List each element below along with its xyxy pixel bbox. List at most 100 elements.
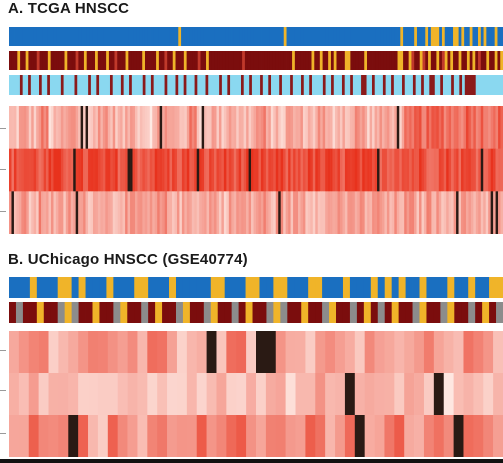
- panel-a-annotation-track-3-cell: [9, 75, 13, 95]
- panel-a-heatmap-cell: [433, 148, 437, 192]
- panel-b-heatmap-cell: [315, 415, 326, 457]
- panel-a-heatmap-cell: [357, 148, 361, 192]
- panel-a-annotation-track-3-cell: [418, 75, 422, 95]
- panel-a-annotation-track-1-cell: [450, 27, 454, 46]
- panel-a-heatmap-cell: [214, 106, 217, 149]
- panel-a-heatmap-cell: [369, 148, 373, 192]
- panel-a-annotation-track-1-cell: [347, 27, 351, 46]
- panel-a-annotation-track-2-cell: [222, 51, 226, 70]
- panel-a-heatmap-cell: [63, 106, 67, 149]
- panel-a-heatmap-cell: [302, 148, 306, 192]
- panel-a-heatmap-cell: [433, 106, 437, 149]
- panel-b-annotation-track-1-cell: [29, 277, 38, 298]
- panel-a-heatmap-cell: [152, 191, 156, 234]
- panel-b-annotation-track-1-cell: [391, 277, 400, 298]
- panel-a-heatmap-cell: [293, 106, 296, 149]
- panel-b-annotation-track-2-cell: [426, 302, 434, 323]
- panel-a-heatmap-cell: [426, 106, 430, 149]
- panel-b-heatmap-cell: [18, 415, 30, 457]
- panel-a-heatmap-cell: [409, 191, 412, 234]
- panel-a: A. TCGA HNSCC: [0, 0, 503, 234]
- panel-a-annotation-track-1-cell: [36, 27, 40, 46]
- panel-a-annotation-track-1-cell: [428, 27, 432, 46]
- panel-a-heatmap-cell: [332, 148, 336, 192]
- panel-a-heatmap-cell: [211, 191, 215, 234]
- panel-b-heatmap-cell: [28, 373, 39, 416]
- panel-a-annotation-track-1-cell: [491, 27, 496, 46]
- panel-a-heatmap-cell: [179, 106, 183, 149]
- panel-a-annotation-track-3-cell: [333, 75, 337, 95]
- panel-b-heatmap-cell: [196, 373, 207, 416]
- panel-a-annotation-track-3-cell: [77, 75, 81, 95]
- panel-a-heatmap-cell: [414, 148, 417, 192]
- panel-b-heatmap-cell: [354, 415, 365, 457]
- panel-a-heatmap-cell: [265, 106, 269, 149]
- panel-a-annotation-track-1-cell: [336, 27, 340, 46]
- panel-b-annotation-track-1-cell: [245, 277, 253, 298]
- panel-a-heatmap-cell: [100, 191, 104, 234]
- panel-a-heatmap-cell: [446, 191, 449, 234]
- panel-b-annotation-track-1-cell: [377, 277, 386, 298]
- panel-a-heatmap-cell: [68, 191, 72, 234]
- panel-a-heatmap-cell: [312, 148, 316, 192]
- panel-b-annotation-track-1-cell: [447, 277, 455, 298]
- panel-a-heatmap-cell: [243, 191, 247, 234]
- panel-b-annotation-track-2-cell: [356, 302, 365, 323]
- panel-a-heatmap-cell: [107, 191, 111, 234]
- panel-a-heatmap-cell: [181, 148, 185, 192]
- panel-b-heatmap-cell: [236, 331, 247, 374]
- panel-a-heatmap-cell: [248, 191, 252, 234]
- panel-a-heatmap-cell: [92, 148, 96, 192]
- panel-b-heatmap-cell: [38, 373, 49, 416]
- panel-a-annotation-track-2-cell: [256, 51, 260, 70]
- panel-b-annotation-track-1-cell: [266, 277, 274, 298]
- panel-a-heatmap-cell: [105, 106, 109, 149]
- panel-a-heatmap-cell: [342, 148, 346, 192]
- panel-a-annotation-track-2-cell: [416, 51, 421, 70]
- panel-b-annotation-track-1-cell: [92, 277, 100, 298]
- panel-a-annotation-track-2-cell: [322, 51, 326, 70]
- panel-a-heatmap-cell: [65, 106, 69, 149]
- panel-a-annotation-track-3-cell: [393, 75, 397, 95]
- panel-a-heatmap-cell: [293, 191, 296, 234]
- panel-a-annotation-track-2-cell: [142, 51, 146, 70]
- panel-a-annotation-track-2-cell: [355, 51, 360, 70]
- panel-a-heatmap-cell: [475, 148, 479, 192]
- panel-a-annotation-track-3-cell: [137, 75, 141, 95]
- panel-b-annotation-track-1-cell: [336, 277, 344, 298]
- panel-a-annotation-track-1-cell: [314, 27, 318, 46]
- panel-b-annotation-track-2-cell: [92, 302, 100, 323]
- panel-b-annotation-track-2-cell: [141, 302, 149, 323]
- panel-a-heatmap-cell: [379, 148, 383, 192]
- panel-a-heatmap-cell: [120, 191, 123, 234]
- panel-a-annotation-track-3-cell: [134, 75, 138, 95]
- panel-a-annotation-track-1-cell: [325, 27, 329, 46]
- panel-a-annotation-track-2-cell: [297, 51, 301, 70]
- panel-a-annotation-track-1-cell: [372, 27, 376, 46]
- panel-a-annotation-track-1-cell: [403, 27, 407, 46]
- panel-b-annotation-track-1-cell: [120, 277, 128, 298]
- panel-b-heatmap-cell: [216, 373, 227, 416]
- panel-a-annotation-track-3-cell: [189, 75, 193, 95]
- panel-b-annotation-track-1-cell: [461, 277, 469, 298]
- panel-b-heatmap-cell: [335, 373, 346, 416]
- panel-b-heatmap-cell: [127, 415, 138, 457]
- panel-a-annotation-track-3-cell: [63, 75, 67, 95]
- panel-a-annotation-track-3-cell: [131, 75, 135, 95]
- panel-b-row-tick-3: [0, 433, 6, 434]
- panel-b-annotation-track-2-cell: [342, 302, 351, 323]
- panel-a-heatmap-cell: [478, 191, 482, 234]
- panel-a-annotation-track-2-cell: [478, 51, 482, 70]
- panel-b-heatmap-cell: [295, 331, 306, 374]
- panel-a-heatmap-cell: [48, 106, 52, 149]
- panel-a-heatmap-cell: [330, 191, 333, 234]
- panel-a-heatmap-cell: [344, 106, 348, 149]
- panel-a-annotation-track-3-cell: [271, 75, 275, 95]
- panel-a-annotation-track-3-cell: [382, 75, 387, 95]
- panel-a-annotation-track-1-cell: [253, 27, 257, 46]
- panel-a-annotation-track-1-cell: [439, 27, 443, 46]
- panel-a-heatmap-cell: [322, 148, 326, 192]
- panel-a-heatmap-cell: [453, 148, 457, 192]
- panel-b-heatmap-cell: [275, 331, 286, 374]
- panel-b-annotation-track-1-cell: [294, 277, 302, 298]
